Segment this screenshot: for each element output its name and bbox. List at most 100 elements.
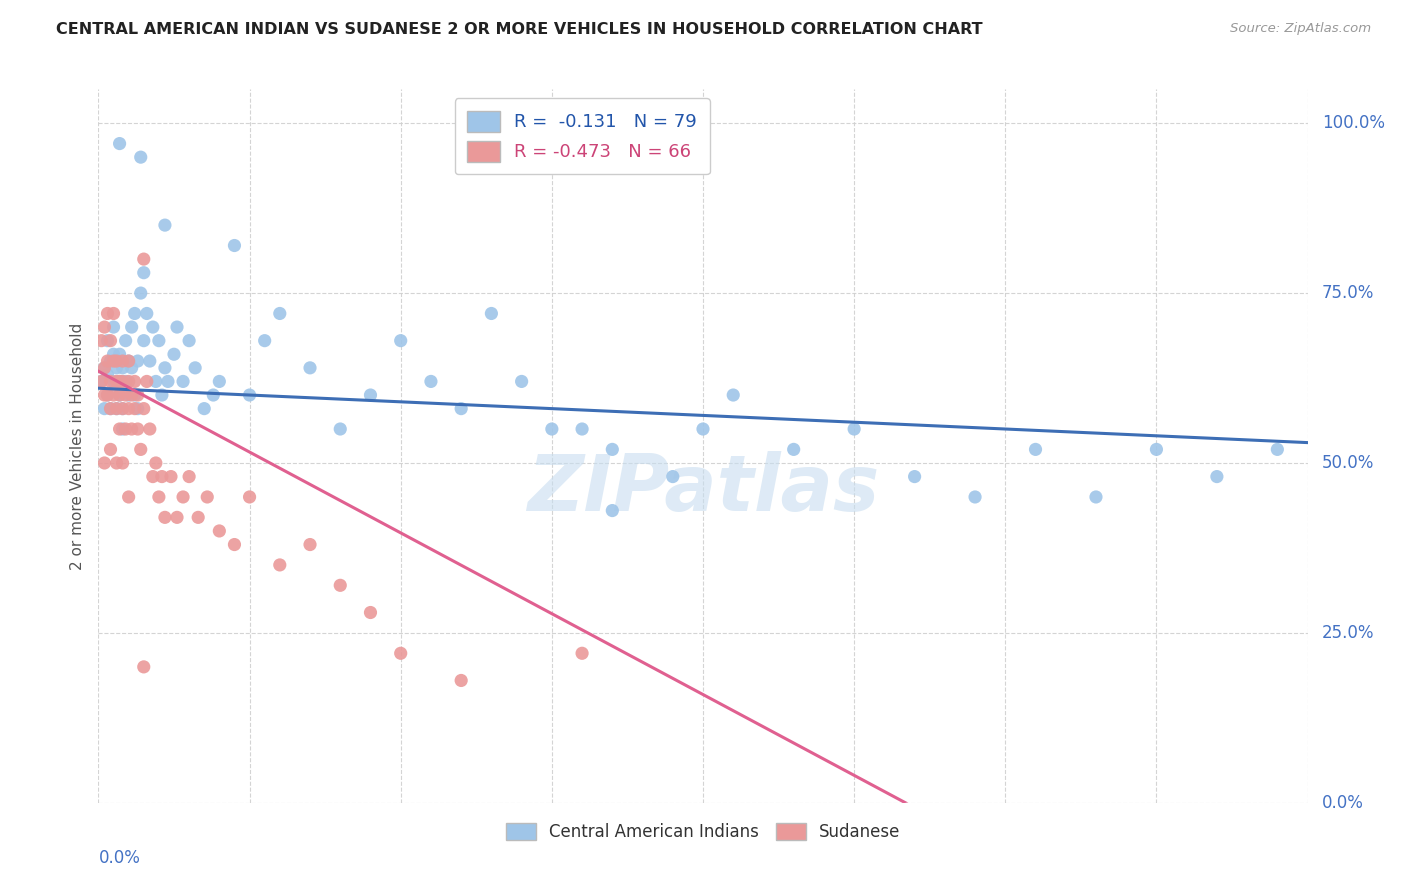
Point	[111, 375, 134, 389]
Point	[193, 401, 215, 416]
Point	[239, 490, 262, 504]
Point	[179, 334, 201, 348]
Point	[1085, 490, 1108, 504]
Point	[239, 388, 262, 402]
Point	[208, 375, 231, 389]
Point	[139, 354, 162, 368]
Point	[269, 306, 291, 320]
Point	[142, 469, 165, 483]
Point	[100, 401, 122, 416]
Point	[299, 360, 322, 375]
Point	[105, 401, 128, 416]
Point	[224, 238, 246, 252]
Point	[150, 388, 173, 402]
Point	[90, 375, 112, 389]
Point	[100, 401, 122, 416]
Point	[299, 537, 322, 551]
Point	[118, 375, 141, 389]
Point	[172, 375, 194, 389]
Point	[108, 388, 131, 402]
Point	[111, 456, 134, 470]
Point	[108, 347, 131, 361]
Point	[108, 388, 131, 402]
Point	[90, 334, 112, 348]
Point	[108, 375, 131, 389]
Point	[450, 673, 472, 688]
Point	[540, 422, 562, 436]
Point	[132, 334, 155, 348]
Point	[389, 646, 412, 660]
Point	[124, 388, 146, 402]
Point	[103, 388, 125, 402]
Point	[132, 401, 155, 416]
Point	[329, 578, 352, 592]
Point	[571, 646, 593, 660]
Text: 25.0%: 25.0%	[1322, 624, 1375, 642]
Point	[96, 388, 118, 402]
Point	[127, 401, 149, 416]
Point	[166, 510, 188, 524]
Point	[132, 266, 155, 280]
Point	[1267, 442, 1289, 457]
Point	[100, 354, 122, 368]
Point	[148, 334, 170, 348]
Point	[224, 537, 246, 551]
Point	[1144, 442, 1167, 457]
Point	[208, 524, 231, 538]
Point	[114, 375, 136, 389]
Point	[96, 306, 118, 320]
Point	[96, 354, 118, 368]
Point	[108, 422, 131, 436]
Point	[124, 375, 146, 389]
Point	[124, 401, 146, 416]
Point	[329, 422, 352, 436]
Point	[187, 510, 209, 524]
Point	[96, 334, 118, 348]
Point	[93, 360, 115, 375]
Point	[148, 490, 170, 504]
Point	[111, 401, 134, 416]
Point	[108, 375, 131, 389]
Point	[139, 422, 162, 436]
Point	[124, 306, 146, 320]
Point	[450, 401, 472, 416]
Point	[145, 375, 167, 389]
Point	[111, 354, 134, 368]
Point	[121, 360, 143, 375]
Text: 50.0%: 50.0%	[1322, 454, 1375, 472]
Point	[1024, 442, 1046, 457]
Point	[129, 442, 152, 457]
Point	[118, 388, 141, 402]
Point	[93, 360, 115, 375]
Point	[202, 388, 225, 402]
Point	[1206, 469, 1229, 483]
Point	[723, 388, 745, 402]
Point	[661, 469, 683, 483]
Point	[96, 388, 118, 402]
Point	[510, 375, 533, 389]
Point	[100, 442, 122, 457]
Point	[172, 490, 194, 504]
Point	[105, 354, 128, 368]
Point	[93, 456, 115, 470]
Point	[90, 375, 112, 389]
Point	[93, 388, 115, 402]
Point	[145, 456, 167, 470]
Point	[602, 503, 624, 517]
Point	[103, 306, 125, 320]
Point	[103, 375, 125, 389]
Point	[121, 388, 143, 402]
Point	[269, 558, 291, 572]
Point	[127, 422, 149, 436]
Text: 100.0%: 100.0%	[1322, 114, 1385, 132]
Point	[166, 320, 188, 334]
Point	[904, 469, 927, 483]
Point	[179, 469, 201, 483]
Point	[135, 306, 157, 320]
Point	[153, 510, 176, 524]
Point	[114, 422, 136, 436]
Point	[160, 469, 183, 483]
Point	[105, 360, 128, 375]
Point	[100, 334, 122, 348]
Text: CENTRAL AMERICAN INDIAN VS SUDANESE 2 OR MORE VEHICLES IN HOUSEHOLD CORRELATION : CENTRAL AMERICAN INDIAN VS SUDANESE 2 OR…	[56, 22, 983, 37]
